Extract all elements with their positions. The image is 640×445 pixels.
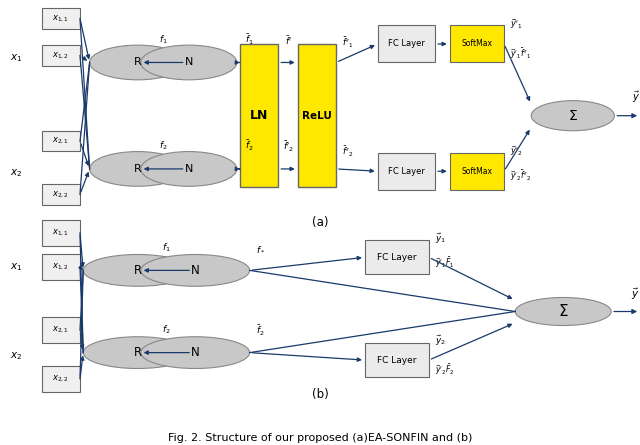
Text: $x_{2,1}$: $x_{2,1}$ bbox=[52, 136, 69, 146]
Text: N: N bbox=[184, 164, 193, 174]
Text: $f_2$: $f_2$ bbox=[159, 140, 168, 152]
Text: Fig. 2. Structure of our proposed (a)EA-SONFIN and (b): Fig. 2. Structure of our proposed (a)EA-… bbox=[168, 433, 472, 443]
Text: SoftMax: SoftMax bbox=[461, 40, 492, 49]
Text: $f_1$: $f_1$ bbox=[162, 242, 171, 254]
Text: FC Layer: FC Layer bbox=[377, 253, 417, 262]
Bar bbox=[42, 220, 80, 246]
Text: $\bar{f}''_2$: $\bar{f}''_2$ bbox=[342, 145, 354, 159]
Text: FC Layer: FC Layer bbox=[388, 167, 425, 176]
Text: $\bar{f}'$: $\bar{f}'$ bbox=[285, 34, 291, 47]
Text: $x_{2,2}$: $x_{2,2}$ bbox=[52, 374, 69, 384]
Text: ReLU: ReLU bbox=[302, 111, 332, 121]
Text: $x_{1,1}$: $x_{1,1}$ bbox=[52, 13, 69, 24]
Circle shape bbox=[141, 337, 250, 368]
Text: $\vec{y}'_1\bar{f}''_1$: $\vec{y}'_1\bar{f}''_1$ bbox=[511, 46, 532, 61]
Text: $x_{2,2}$: $x_{2,2}$ bbox=[52, 189, 69, 199]
Bar bbox=[42, 366, 80, 392]
Text: $\vec{y}'_2$: $\vec{y}'_2$ bbox=[511, 145, 523, 158]
Text: $\bar{f}'_2$: $\bar{f}'_2$ bbox=[283, 140, 293, 154]
Text: $\bar{f}_2$: $\bar{f}_2$ bbox=[256, 324, 265, 338]
Text: SoftMax: SoftMax bbox=[461, 167, 492, 176]
Text: $\vec{y}'_2\bar{F}_2$: $\vec{y}'_2\bar{F}_2$ bbox=[435, 362, 455, 377]
Bar bbox=[42, 317, 80, 343]
Bar bbox=[240, 44, 278, 187]
Bar bbox=[365, 343, 429, 377]
Text: $\vec{y}'_1\bar{F}_1$: $\vec{y}'_1\bar{F}_1$ bbox=[435, 255, 455, 270]
Text: $\vec{y}$: $\vec{y}$ bbox=[632, 287, 640, 303]
Circle shape bbox=[83, 337, 192, 368]
Text: $f_2$: $f_2$ bbox=[162, 324, 171, 336]
Text: N: N bbox=[191, 346, 200, 359]
Circle shape bbox=[90, 152, 186, 186]
Text: $\vec{y}$: $\vec{y}$ bbox=[632, 89, 640, 105]
Text: $\bar{f}''_1$: $\bar{f}''_1$ bbox=[342, 36, 354, 50]
Text: $x_{1,1}$: $x_{1,1}$ bbox=[52, 228, 69, 238]
Text: $\vec{y}_2$: $\vec{y}_2$ bbox=[435, 334, 446, 348]
Text: $\Sigma$: $\Sigma$ bbox=[558, 303, 568, 320]
Text: $x_{1,2}$: $x_{1,2}$ bbox=[52, 50, 69, 61]
Bar bbox=[378, 25, 435, 62]
Text: FC Layer: FC Layer bbox=[377, 356, 417, 364]
Text: R: R bbox=[134, 346, 141, 359]
Bar bbox=[378, 153, 435, 190]
Bar bbox=[42, 45, 80, 66]
Text: $\vec{y}'_1$: $\vec{y}'_1$ bbox=[511, 17, 523, 31]
Circle shape bbox=[83, 255, 192, 286]
Bar bbox=[298, 44, 336, 187]
Bar bbox=[450, 25, 504, 62]
Text: $f_*$: $f_*$ bbox=[256, 244, 266, 254]
Text: $\vec{y}'_2\bar{f}''_2$: $\vec{y}'_2\bar{f}''_2$ bbox=[511, 169, 532, 183]
Bar bbox=[42, 254, 80, 280]
Bar bbox=[42, 8, 80, 28]
Text: R: R bbox=[134, 164, 141, 174]
Text: $x_1$: $x_1$ bbox=[10, 261, 22, 272]
Text: $x_2$: $x_2$ bbox=[10, 351, 22, 362]
Text: $f_1$: $f_1$ bbox=[159, 33, 168, 45]
Bar bbox=[450, 153, 504, 190]
Text: $x_{2,1}$: $x_{2,1}$ bbox=[52, 325, 69, 336]
Circle shape bbox=[515, 297, 611, 326]
Circle shape bbox=[141, 45, 237, 80]
Circle shape bbox=[90, 45, 186, 80]
Text: (b): (b) bbox=[312, 388, 328, 401]
Circle shape bbox=[141, 152, 237, 186]
Text: (a): (a) bbox=[312, 216, 328, 229]
Circle shape bbox=[141, 255, 250, 286]
Bar bbox=[365, 240, 429, 274]
Text: LN: LN bbox=[250, 109, 268, 122]
Text: N: N bbox=[184, 57, 193, 68]
Text: R: R bbox=[134, 264, 141, 277]
Text: $\Sigma$: $\Sigma$ bbox=[568, 109, 578, 123]
Text: $x_1$: $x_1$ bbox=[10, 52, 22, 64]
Bar bbox=[42, 131, 80, 151]
Text: N: N bbox=[191, 264, 200, 277]
Text: $\bar{f}_1$: $\bar{f}_1$ bbox=[245, 32, 254, 47]
Text: $x_2$: $x_2$ bbox=[10, 168, 22, 179]
Text: $x_{1,2}$: $x_{1,2}$ bbox=[52, 262, 69, 272]
Text: FC Layer: FC Layer bbox=[388, 40, 425, 49]
Text: $\vec{y}_1$: $\vec{y}_1$ bbox=[435, 231, 446, 246]
Text: R: R bbox=[134, 57, 141, 68]
Bar bbox=[42, 184, 80, 205]
Text: $\bar{f}_2$: $\bar{f}_2$ bbox=[245, 138, 254, 153]
Circle shape bbox=[531, 101, 614, 131]
